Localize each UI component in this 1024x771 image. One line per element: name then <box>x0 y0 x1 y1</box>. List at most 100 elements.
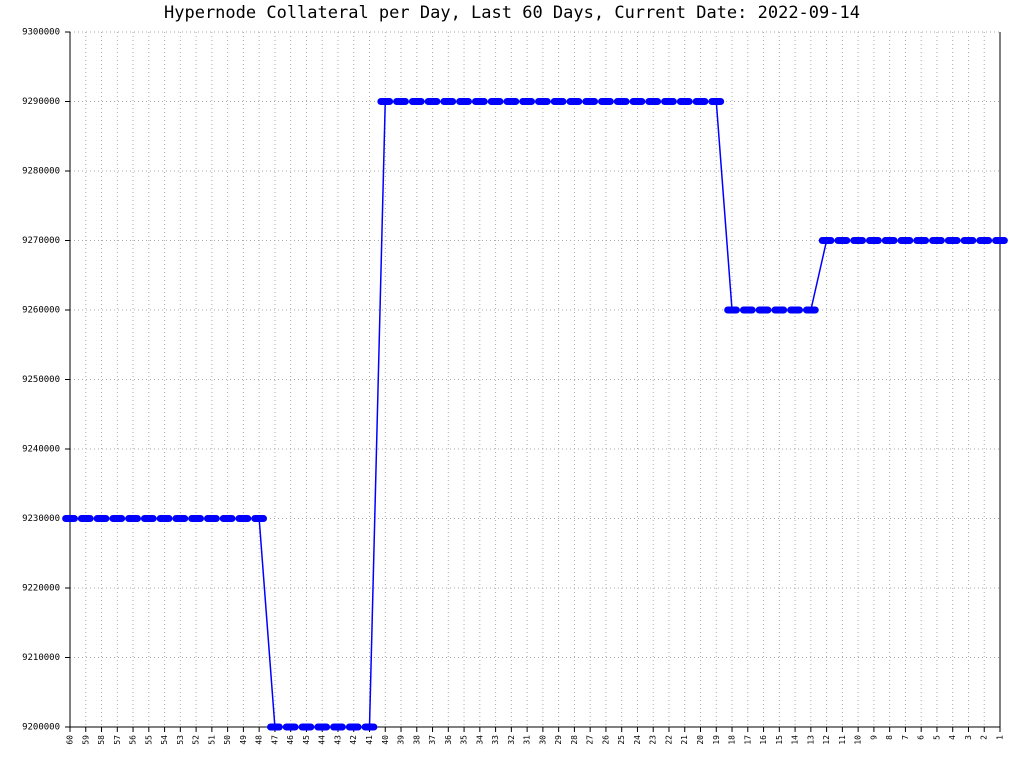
x-tick-label: 52 <box>192 735 201 745</box>
y-tick-label: 9250000 <box>22 375 60 385</box>
x-tick-label: 55 <box>144 735 153 745</box>
point <box>598 98 614 105</box>
x-tick-label: 16 <box>759 735 768 745</box>
x-tick-label: 33 <box>491 735 500 745</box>
x-tick-label: 47 <box>270 735 279 745</box>
y-tick-label: 9280000 <box>22 167 60 177</box>
x-tick-label: 34 <box>475 735 484 745</box>
point <box>77 515 94 522</box>
point <box>960 237 977 244</box>
y-tick-label: 9220000 <box>22 584 60 594</box>
x-tick-label: 51 <box>207 735 216 745</box>
x-tick-label: 49 <box>239 735 248 745</box>
point <box>739 306 756 314</box>
x-tick-label: 53 <box>176 735 185 745</box>
x-tick-label: 6 <box>917 735 926 740</box>
x-tick-label: 58 <box>97 735 106 745</box>
point <box>897 237 914 244</box>
point <box>676 98 693 105</box>
point <box>282 723 299 731</box>
x-tick-label: 22 <box>664 735 673 745</box>
point <box>140 515 157 522</box>
point <box>850 237 867 244</box>
point <box>976 237 993 244</box>
x-tick-label: 31 <box>523 735 532 745</box>
x-tick-label: 50 <box>223 735 232 745</box>
point <box>377 98 394 105</box>
y-tick-label: 9210000 <box>22 653 60 663</box>
point <box>818 237 835 244</box>
point <box>109 515 126 522</box>
x-tick-label: 38 <box>412 735 421 745</box>
point <box>267 723 283 731</box>
point <box>661 98 677 105</box>
point <box>172 515 189 522</box>
point <box>125 515 141 522</box>
point <box>345 723 362 731</box>
x-tick-label: 39 <box>397 735 406 745</box>
point <box>424 98 441 105</box>
x-tick-label: 28 <box>570 735 579 745</box>
x-tick-label: 26 <box>601 735 610 745</box>
x-tick-label: 4 <box>948 735 957 740</box>
x-tick-label: 18 <box>728 735 737 745</box>
x-tick-label: 19 <box>712 735 721 745</box>
x-tick-label: 10 <box>854 735 863 745</box>
x-tick-label: 14 <box>791 735 800 745</box>
point <box>992 237 1008 244</box>
x-tick-label: 42 <box>349 735 358 745</box>
x-tick-label: 32 <box>507 735 516 745</box>
x-tick-label: 23 <box>649 735 658 745</box>
point <box>566 98 583 105</box>
y-tick-label: 9230000 <box>22 514 60 524</box>
x-tick-label: 17 <box>743 735 752 745</box>
point <box>314 723 331 731</box>
point <box>519 98 535 105</box>
y-tick-label: 9300000 <box>22 28 60 38</box>
point <box>692 98 709 105</box>
point <box>708 98 725 105</box>
x-tick-label: 11 <box>838 735 847 745</box>
point <box>503 98 520 105</box>
point <box>802 306 819 314</box>
x-tick-label: 7 <box>901 735 910 740</box>
line <box>70 100 1000 728</box>
x-tick-label: 27 <box>586 735 595 745</box>
y-tick-label: 9200000 <box>22 723 60 733</box>
x-tick-label: 57 <box>113 735 122 745</box>
point <box>487 98 504 105</box>
point <box>440 98 457 105</box>
x-tick-label: 8 <box>885 735 894 740</box>
x-tick-label: 13 <box>806 735 815 745</box>
x-tick-label: 44 <box>318 735 327 745</box>
y-tick-label: 9260000 <box>22 306 60 316</box>
x-tick-label: 46 <box>286 735 295 745</box>
point <box>535 98 551 105</box>
x-tick-label: 45 <box>302 735 311 745</box>
x-tick-label: 48 <box>255 735 264 745</box>
point <box>787 306 803 314</box>
point <box>771 306 788 314</box>
point <box>188 515 204 522</box>
point <box>330 723 346 731</box>
point <box>93 515 110 522</box>
x-tick-label: 5 <box>932 735 941 740</box>
point <box>613 98 630 105</box>
x-tick-label: 2 <box>980 735 989 740</box>
x-tick-label: 12 <box>822 735 831 745</box>
x-tick-label: 25 <box>617 735 626 745</box>
x-tick-label: 43 <box>333 735 342 745</box>
point <box>251 515 268 522</box>
point <box>944 237 961 244</box>
point <box>62 515 78 522</box>
point <box>724 306 740 314</box>
x-tick-label: 41 <box>365 735 374 745</box>
y-tick-label: 9240000 <box>22 445 60 455</box>
point <box>629 98 646 105</box>
point <box>408 98 425 105</box>
point <box>929 237 945 244</box>
point <box>393 98 409 105</box>
point <box>456 98 472 105</box>
chart-title: Hypernode Collateral per Day, Last 60 Da… <box>164 3 860 23</box>
